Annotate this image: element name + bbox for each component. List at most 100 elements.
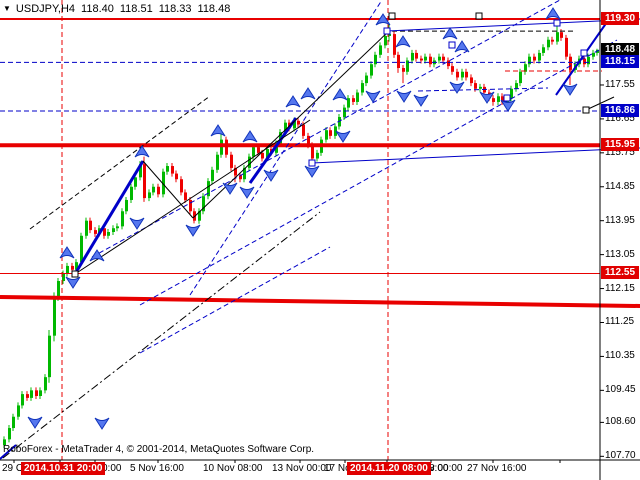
trendline-anchor-square[interactable] <box>383 27 391 35</box>
trendline-anchor-square[interactable] <box>388 12 396 20</box>
trendline-anchor-square[interactable] <box>475 12 483 20</box>
candle-bear[interactable] <box>89 220 92 231</box>
candle-bull[interactable] <box>148 192 151 199</box>
candle-bull[interactable] <box>524 64 527 72</box>
candle-bull[interactable] <box>370 64 373 76</box>
candle-bull[interactable] <box>85 220 88 236</box>
candle-bull[interactable] <box>162 171 165 195</box>
candle-bear[interactable] <box>184 192 187 200</box>
candle-bull[interactable] <box>3 439 6 446</box>
candle-bear[interactable] <box>474 83 477 89</box>
candle-bear[interactable] <box>257 147 260 153</box>
candle-bear[interactable] <box>420 58 423 61</box>
symbol-dropdown-icon[interactable]: ▼ <box>3 4 11 13</box>
candle-bull[interactable] <box>388 34 391 36</box>
candle-bear[interactable] <box>551 39 554 42</box>
trendline-anchor-square[interactable] <box>582 106 590 114</box>
trendline[interactable] <box>0 295 640 308</box>
candle-bear[interactable] <box>180 179 183 193</box>
candle-bear[interactable] <box>402 68 405 72</box>
trendline[interactable] <box>139 39 618 306</box>
trendline-anchor-square[interactable] <box>71 270 79 278</box>
candle-bear[interactable] <box>35 390 38 396</box>
candle-bull[interactable] <box>316 152 319 159</box>
trendline[interactable] <box>2 211 321 459</box>
candle-bull[interactable] <box>365 75 368 84</box>
candle-bull[interactable] <box>53 297 56 336</box>
candle-bull[interactable] <box>216 154 219 170</box>
candle-bull[interactable] <box>57 281 60 298</box>
candle-bear[interactable] <box>501 96 504 102</box>
candle-bear[interactable] <box>261 152 264 159</box>
candle-bear[interactable] <box>234 167 237 176</box>
candle-bear[interactable] <box>492 98 495 102</box>
candle-bull[interactable] <box>243 167 246 180</box>
candle-bear[interactable] <box>429 56 432 65</box>
candle-bull[interactable] <box>112 228 115 233</box>
candle-bull[interactable] <box>438 56 441 61</box>
candle-bull[interactable] <box>266 149 269 159</box>
candle-bull[interactable] <box>121 211 124 227</box>
candle-bear[interactable] <box>397 54 400 69</box>
trendline[interactable] <box>311 147 640 164</box>
candle-bear[interactable] <box>329 130 332 136</box>
candle-bear[interactable] <box>415 52 418 59</box>
candle-bear[interactable] <box>311 145 314 159</box>
candle-bull[interactable] <box>406 60 409 72</box>
candle-bear[interactable] <box>565 37 568 57</box>
candle-bear[interactable] <box>189 199 192 212</box>
trendline[interactable] <box>91 0 561 258</box>
candle-bear[interactable] <box>175 173 178 180</box>
candle-bull[interactable] <box>528 56 531 65</box>
candle-bull[interactable] <box>461 71 464 78</box>
candle-bear[interactable] <box>456 71 459 78</box>
candle-bull[interactable] <box>596 49 599 53</box>
trendline[interactable] <box>417 87 549 92</box>
candle-bear[interactable] <box>143 164 146 199</box>
candle-bear[interactable] <box>352 98 355 102</box>
candle-bull[interactable] <box>347 98 350 108</box>
candle-bull[interactable] <box>547 39 550 48</box>
trendline[interactable] <box>192 29 391 219</box>
candle-bear[interactable] <box>297 120 300 125</box>
candle-bull[interactable] <box>62 273 65 282</box>
candle-bull[interactable] <box>356 92 359 102</box>
candle-bear[interactable] <box>26 394 29 398</box>
candle-bull[interactable] <box>424 56 427 61</box>
candle-bull[interactable] <box>361 83 364 93</box>
candle-bull[interactable] <box>325 130 328 140</box>
trendline-anchor-square[interactable] <box>553 19 561 27</box>
candle-bear[interactable] <box>171 166 174 174</box>
candle-bear[interactable] <box>442 56 445 61</box>
candle-bull[interactable] <box>130 186 133 200</box>
candle-bull[interactable] <box>152 186 155 193</box>
candle-bull[interactable] <box>338 117 341 127</box>
trendline-anchor-square[interactable] <box>308 159 316 167</box>
candle-bear[interactable] <box>393 34 396 55</box>
candle-bull[interactable] <box>519 71 522 84</box>
candle-bull[interactable] <box>284 122 287 133</box>
trendline[interactable] <box>0 444 17 460</box>
candle-bear[interactable] <box>71 265 74 270</box>
candle-bull[interactable] <box>211 169 214 182</box>
trendline-anchor-square[interactable] <box>580 49 588 57</box>
candle-bull[interactable] <box>21 394 24 406</box>
candle-bull[interactable] <box>293 120 296 129</box>
candle-bear[interactable] <box>465 71 468 78</box>
candle-bull[interactable] <box>30 390 33 398</box>
candle-bull[interactable] <box>379 45 382 55</box>
candle-bull[interactable] <box>44 377 47 391</box>
candle-bull[interactable] <box>107 232 110 236</box>
candle-bear[interactable] <box>451 66 454 72</box>
candle-bear[interactable] <box>103 228 106 236</box>
candle-bear[interactable] <box>230 154 233 168</box>
candle-bear[interactable] <box>470 77 473 84</box>
candle-bear[interactable] <box>302 124 305 136</box>
candle-bear[interactable] <box>157 186 160 195</box>
candle-bull[interactable] <box>374 54 377 65</box>
candle-bull[interactable] <box>8 428 11 440</box>
candle-bull[interactable] <box>384 35 387 46</box>
candle-bull[interactable] <box>587 56 590 65</box>
trendline[interactable] <box>74 119 311 275</box>
